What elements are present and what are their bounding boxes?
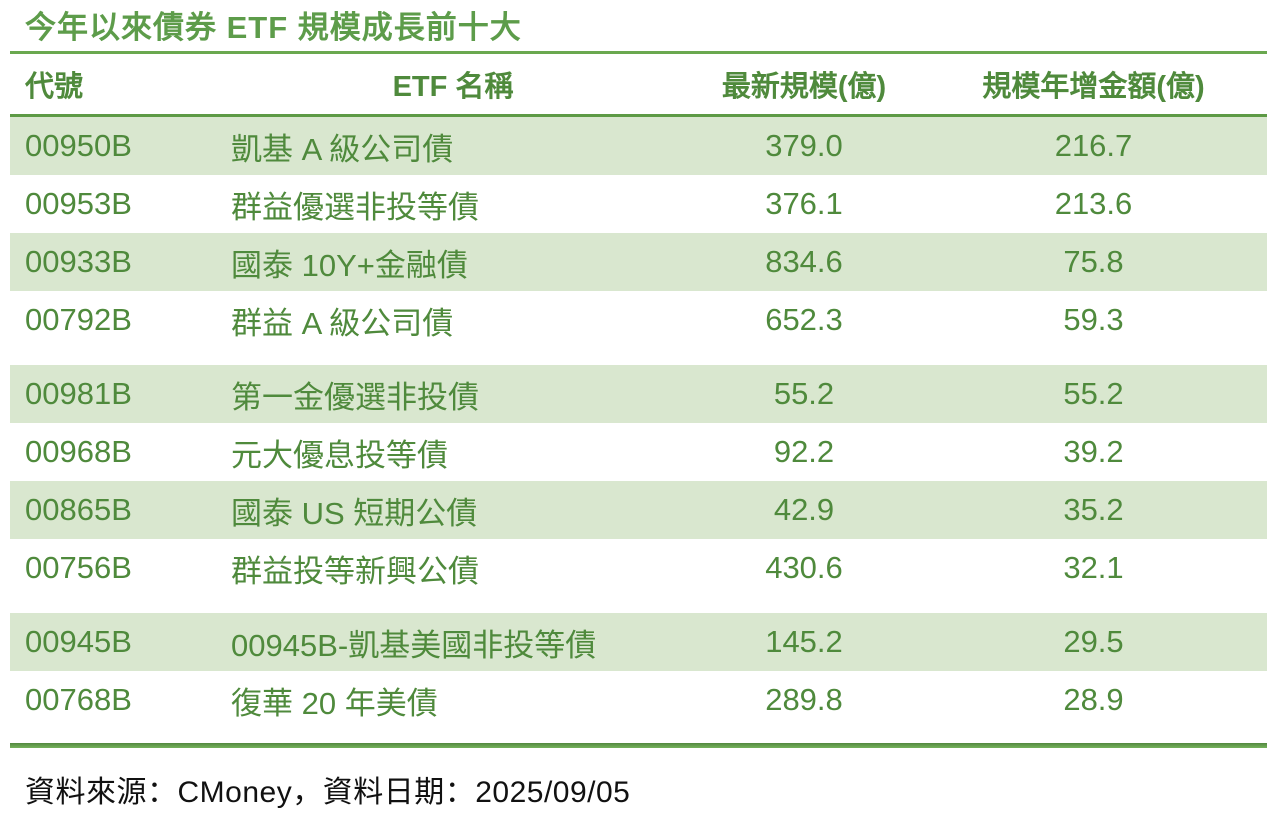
table-row: 00950B 凱基 A 級公司債 379.0 216.7: [10, 117, 1267, 175]
growth-cell: 28.9: [1063, 682, 1124, 717]
table-row: 00981B 第一金優選非投債 55.2 55.2: [10, 365, 1267, 423]
scale-cell: 834.6: [765, 244, 843, 279]
code-cell: 00945B: [25, 624, 132, 659]
name-cell: 第一金優選非投債: [231, 379, 479, 415]
growth-cell: 216.7: [1054, 128, 1133, 163]
scale-cell: 376.1: [765, 186, 843, 221]
code-cell: 00768B: [25, 682, 132, 717]
growth-cell: 29.5: [1063, 624, 1124, 659]
table-row: 00792B 群益 A 級公司債 652.3 59.3: [10, 291, 1267, 349]
code-cell: 00953B: [25, 186, 132, 221]
name-cell: 國泰 10Y+金融債: [231, 247, 468, 283]
page-title: 今年以來債券 ETF 規模成長前十大: [25, 10, 522, 45]
code-cell: 00950B: [25, 128, 132, 163]
name-cell: 國泰 US 短期公債: [231, 495, 478, 531]
code-cell: 00792B: [25, 302, 132, 337]
row-group-spacer: [10, 349, 1267, 365]
scale-cell: 289.8: [765, 682, 843, 717]
growth-cell: 59.3: [1063, 302, 1124, 337]
name-cell: 00945B-凱基美國非投等債: [231, 627, 597, 663]
code-cell: 00981B: [25, 376, 132, 411]
growth-cell: 39.2: [1063, 434, 1124, 469]
scale-cell: 145.2: [765, 624, 843, 659]
name-cell: 群益優選非投等債: [231, 189, 479, 225]
table-row: 00945B 00945B-凱基美國非投等債 145.2 29.5: [10, 613, 1267, 671]
name-cell: 群益投等新興公債: [231, 553, 479, 589]
table-row: 00968B 元大優息投等債 92.2 39.2: [10, 423, 1267, 481]
code-cell: 00756B: [25, 550, 132, 585]
scale-cell: 55.2: [773, 376, 835, 411]
code-cell: 00865B: [25, 492, 132, 527]
table-row: 00768B 復華 20 年美債 289.8 28.9: [10, 671, 1267, 729]
row-group-spacer: [10, 597, 1267, 613]
column-header-scale: 最新規模(億): [721, 71, 887, 103]
column-header-code: 代號: [25, 71, 84, 103]
name-cell: 復華 20 年美債: [231, 685, 438, 721]
code-cell: 00968B: [25, 434, 132, 469]
column-header-name: ETF 名稱: [392, 71, 514, 103]
source-note: 資料來源：CMoney，資料日期：2025/09/05: [25, 776, 631, 809]
column-header-growth: 規模年增金額(億): [982, 71, 1205, 103]
scale-cell: 42.9: [773, 492, 835, 527]
table-row: 00933B 國泰 10Y+金融債 834.6 75.8: [10, 233, 1267, 291]
title-underline: [10, 51, 1267, 54]
scale-cell: 92.2: [773, 434, 835, 469]
footer-divider: [10, 743, 1267, 748]
scale-cell: 652.3: [765, 302, 843, 337]
scale-cell: 430.6: [765, 550, 843, 585]
header-underline: [10, 114, 1267, 117]
table-row: 00865B 國泰 US 短期公債 42.9 35.2: [10, 481, 1267, 539]
code-cell: 00933B: [25, 244, 132, 279]
name-cell: 群益 A 級公司債: [231, 305, 454, 341]
growth-cell: 55.2: [1063, 376, 1124, 411]
table-header-row: 代號 ETF 名稱 最新規模(億) 規模年增金額(億): [10, 54, 1267, 114]
growth-cell: 213.6: [1054, 186, 1133, 221]
scale-cell: 379.0: [765, 128, 843, 163]
growth-cell: 75.8: [1063, 244, 1124, 279]
table-row: 00756B 群益投等新興公債 430.6 32.1: [10, 539, 1267, 597]
growth-cell: 32.1: [1063, 550, 1124, 585]
name-cell: 元大優息投等債: [231, 437, 448, 473]
growth-cell: 35.2: [1063, 492, 1124, 527]
table-row: 00953B 群益優選非投等債 376.1 213.6: [10, 175, 1267, 233]
name-cell: 凱基 A 級公司債: [231, 131, 454, 167]
